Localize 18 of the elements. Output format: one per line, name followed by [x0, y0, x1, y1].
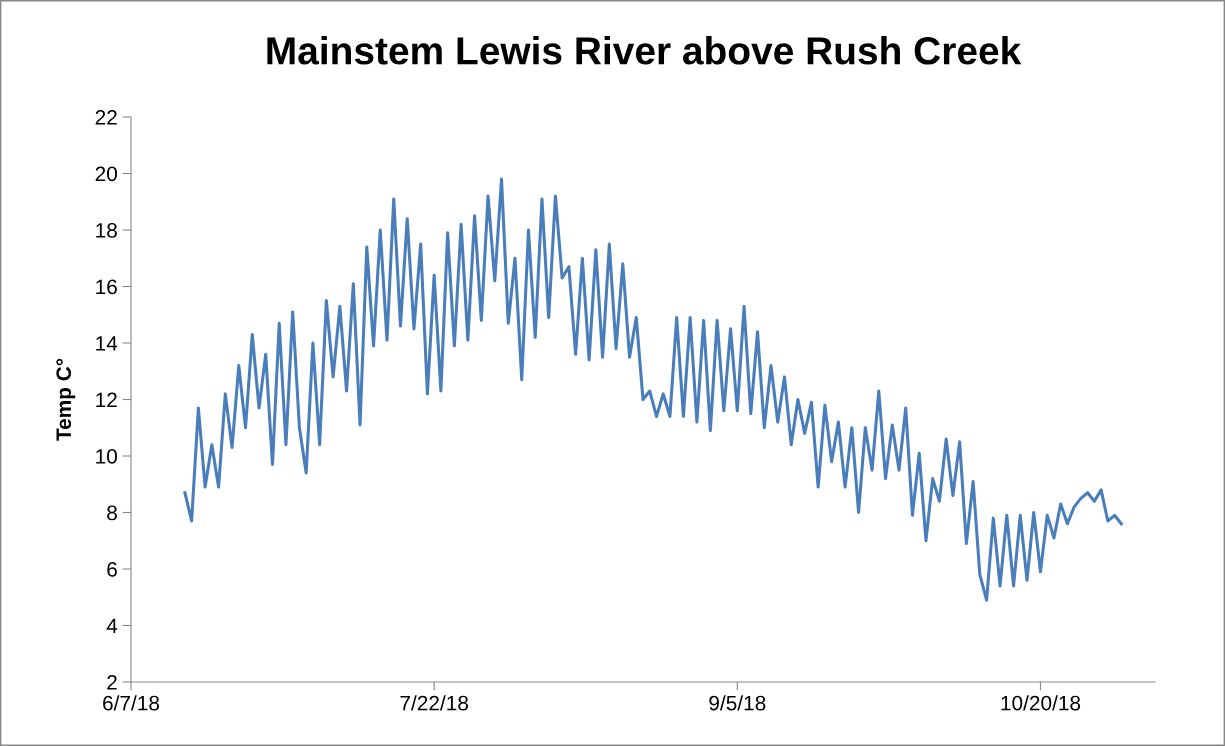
y-axis-title: Temp C°: [56, 358, 76, 441]
y-tick-label: 18: [96, 223, 117, 238]
y-tick-label: 10: [96, 449, 117, 464]
y-tick-label: 16: [96, 279, 117, 295]
y-tick-label: 2: [107, 675, 117, 690]
y-tick-label: 4: [106, 618, 118, 634]
y-tick-label: 6: [107, 562, 117, 577]
y-tick-label: 8: [107, 505, 117, 521]
x-tick-label: 10/20/18: [1001, 695, 1081, 711]
x-tick-label: 7/22/18: [400, 695, 469, 711]
y-tick-label: 14: [96, 336, 118, 351]
chart-title: Mainstem Lewis River above Rush Creek: [267, 36, 1022, 65]
y-tick-label: 12: [96, 392, 117, 408]
y-tick-label: 22: [95, 110, 117, 125]
line-series: [183, 177, 1123, 602]
x-tick-label: 6/7/18: [103, 695, 160, 711]
y-tick-label: 20: [95, 166, 117, 182]
x-tick-label: 9/5/18: [709, 695, 766, 711]
